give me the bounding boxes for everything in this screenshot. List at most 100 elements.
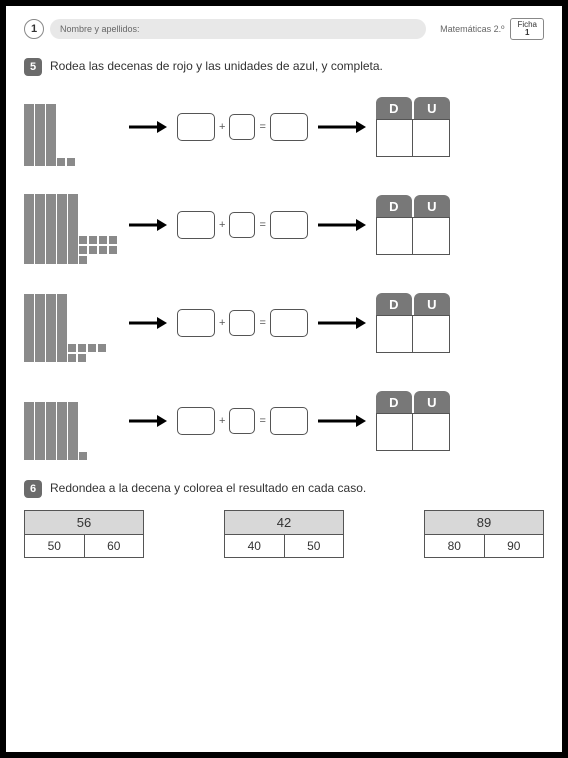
arrow-icon xyxy=(318,414,366,428)
units-box[interactable] xyxy=(229,310,255,336)
exercise-5-header: 5 Rodea las decenas de rojo y las unidad… xyxy=(24,58,544,76)
d-cell[interactable] xyxy=(377,218,414,254)
place-value-row: + = D U xyxy=(24,382,544,460)
rounding-value: 89 xyxy=(425,511,543,535)
u-cell[interactable] xyxy=(413,316,449,352)
equation: + = xyxy=(177,113,308,141)
round-down-option[interactable]: 40 xyxy=(225,535,285,557)
result-box[interactable] xyxy=(270,113,308,141)
u-tab: U xyxy=(414,97,450,119)
blocks-diagram xyxy=(24,88,119,166)
rounding-table: 56 50 60 xyxy=(24,510,144,558)
equals-sign: = xyxy=(259,415,265,427)
d-tab: D xyxy=(376,391,412,413)
tens-box[interactable] xyxy=(177,309,215,337)
worksheet-header: 1 Nombre y apellidos: Matemáticas 2.º Fi… xyxy=(24,18,544,40)
equation: + = xyxy=(177,407,308,435)
plus-sign: + xyxy=(219,219,225,231)
tens-bar xyxy=(68,194,78,264)
unit-block xyxy=(79,246,87,254)
equals-sign: = xyxy=(259,219,265,231)
unit-block xyxy=(79,452,87,460)
exercise-5: 5 Rodea las decenas de rojo y las unidad… xyxy=(24,58,544,460)
tens-box[interactable] xyxy=(177,407,215,435)
name-field[interactable]: Nombre y apellidos: xyxy=(50,19,426,39)
du-tabs: D U xyxy=(376,97,450,119)
equation: + = xyxy=(177,211,308,239)
equals-sign: = xyxy=(259,121,265,133)
tens-bar xyxy=(68,402,78,460)
units-box[interactable] xyxy=(229,212,255,238)
place-value-row: + = D U xyxy=(24,284,544,362)
unit-block xyxy=(79,256,87,264)
unit-block xyxy=(67,158,75,166)
du-table: D U xyxy=(376,293,450,353)
du-cells xyxy=(376,119,450,157)
tens-bar xyxy=(35,194,45,264)
tens-box[interactable] xyxy=(177,211,215,239)
tens-bar xyxy=(46,104,56,166)
round-down-option[interactable]: 80 xyxy=(425,535,485,557)
plus-sign: + xyxy=(219,415,225,427)
rounding-table: 89 80 90 xyxy=(424,510,544,558)
round-up-option[interactable]: 60 xyxy=(85,535,144,557)
arrow-icon xyxy=(318,316,366,330)
unit-block xyxy=(68,344,76,352)
result-box[interactable] xyxy=(270,211,308,239)
u-cell[interactable] xyxy=(413,218,449,254)
arrow-icon xyxy=(129,316,167,330)
du-table: D U xyxy=(376,97,450,157)
tens-bar xyxy=(24,294,34,362)
rounding-value: 56 xyxy=(25,511,143,535)
du-table: D U xyxy=(376,391,450,451)
unit-block xyxy=(78,354,86,362)
units-group xyxy=(79,452,119,460)
u-tab: U xyxy=(414,293,450,315)
units-group xyxy=(68,344,108,362)
units-box[interactable] xyxy=(229,114,255,140)
unit-block xyxy=(68,354,76,362)
units-box[interactable] xyxy=(229,408,255,434)
round-up-option[interactable]: 50 xyxy=(285,535,344,557)
d-cell[interactable] xyxy=(377,414,414,450)
du-cells xyxy=(376,217,450,255)
exercise-6: 6 Redondea a la decena y colorea el resu… xyxy=(24,480,544,558)
tens-bar xyxy=(46,194,56,264)
d-cell[interactable] xyxy=(377,316,414,352)
ficha-badge: Ficha 1 xyxy=(510,18,544,40)
arrow-icon xyxy=(318,120,366,134)
tens-box[interactable] xyxy=(177,113,215,141)
round-down-option[interactable]: 50 xyxy=(25,535,85,557)
result-box[interactable] xyxy=(270,407,308,435)
unit-block xyxy=(88,344,96,352)
unit-block xyxy=(89,246,97,254)
tens-bar xyxy=(24,104,34,166)
u-cell[interactable] xyxy=(413,414,449,450)
tens-bar xyxy=(46,402,56,460)
unit-block xyxy=(99,246,107,254)
arrow-icon xyxy=(318,218,366,232)
ficha-number: 1 xyxy=(517,29,537,37)
u-cell[interactable] xyxy=(413,120,449,156)
subject-label: Matemáticas 2.º xyxy=(440,24,504,34)
exercise-number: 5 xyxy=(24,58,42,76)
exercise-6-header: 6 Redondea a la decena y colorea el resu… xyxy=(24,480,544,498)
tens-bar xyxy=(35,104,45,166)
du-cells xyxy=(376,315,450,353)
plus-sign: + xyxy=(219,121,225,133)
place-value-row: + = D U xyxy=(24,88,544,166)
exercise-number: 6 xyxy=(24,480,42,498)
blocks-diagram xyxy=(24,186,119,264)
tens-bar xyxy=(35,294,45,362)
d-cell[interactable] xyxy=(377,120,414,156)
name-label: Nombre y apellidos: xyxy=(60,24,140,34)
unit-block xyxy=(99,236,107,244)
u-tab: U xyxy=(414,195,450,217)
rows-container: + = D U + = D xyxy=(24,88,544,460)
tens-bar xyxy=(35,402,45,460)
u-tab: U xyxy=(414,391,450,413)
result-box[interactable] xyxy=(270,309,308,337)
exercise-text: Rodea las decenas de rojo y las unidades… xyxy=(50,58,383,75)
round-up-option[interactable]: 90 xyxy=(485,535,544,557)
units-group xyxy=(57,158,97,166)
